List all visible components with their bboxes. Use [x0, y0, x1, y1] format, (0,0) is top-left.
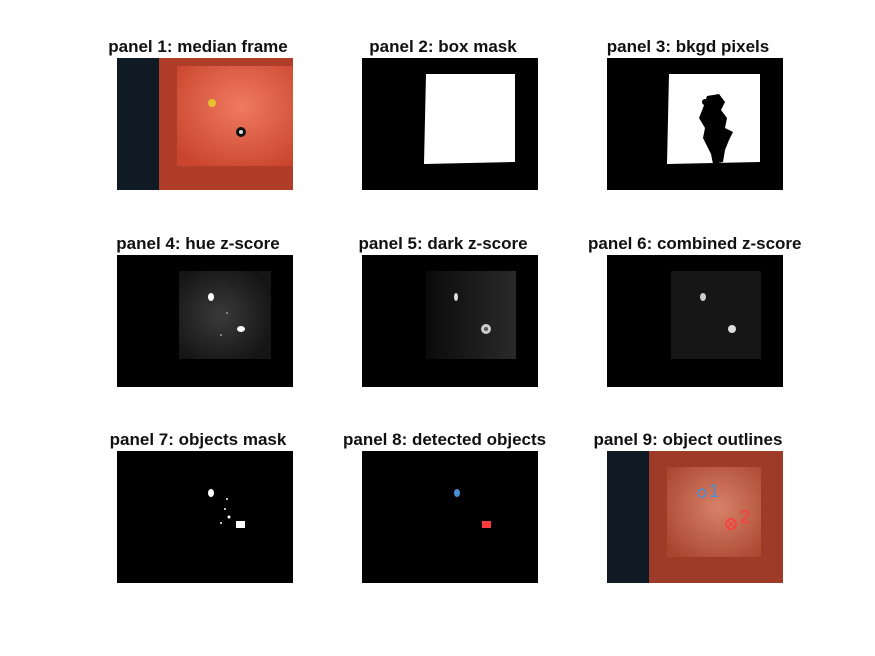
- box-mask-image: [362, 58, 538, 190]
- outline-object-1: [697, 488, 707, 498]
- panel-5: panel 5: dark z-score: [343, 235, 543, 405]
- panel-title: panel 5: dark z-score: [358, 234, 528, 253]
- median-frame-image: [117, 58, 293, 190]
- dark-z-score-image: [362, 255, 538, 387]
- combined-z-score-image: [607, 255, 783, 387]
- bkgd-pixels-image: [607, 58, 783, 190]
- detected-objects-image: [362, 451, 538, 583]
- panel-6: panel 6: combined z-score: [588, 234, 802, 405]
- object-label-2: 2: [740, 507, 750, 527]
- outline-object-2: [725, 518, 737, 530]
- panel-title: panel 7: objects mask: [109, 430, 287, 449]
- panel-title: panel 2: box mask: [369, 37, 517, 56]
- panel-title: panel 8: detected objects: [343, 430, 547, 449]
- panel-8: panel 8: detected objects: [343, 430, 547, 601]
- detected-object-2: [482, 521, 491, 528]
- panel-4: panel 4: hue z-score: [98, 235, 298, 405]
- panel-title: panel 3: bkgd pixels: [606, 37, 770, 56]
- detected-object-1: [454, 489, 460, 497]
- object-label-1: 1: [709, 481, 719, 501]
- panel-3: panel 3: bkgd pixels: [588, 38, 788, 208]
- panel-9: panel 9: object outlines 1 2: [588, 431, 788, 601]
- panel-title: panel 6: combined z-score: [588, 234, 802, 253]
- hue-z-score-image: [117, 255, 293, 387]
- panel-2: panel 2: box mask: [343, 38, 543, 208]
- object-outlines-image: 1 2: [607, 451, 783, 583]
- panel-title: panel 9: object outlines: [593, 430, 783, 449]
- panel-7: panel 7: objects mask: [98, 431, 298, 601]
- panel-1: panel 1: median frame: [98, 38, 298, 208]
- panel-title: panel 4: hue z-score: [116, 234, 280, 253]
- panel-title: panel 1: median frame: [108, 37, 288, 56]
- objects-mask-image: [117, 451, 293, 583]
